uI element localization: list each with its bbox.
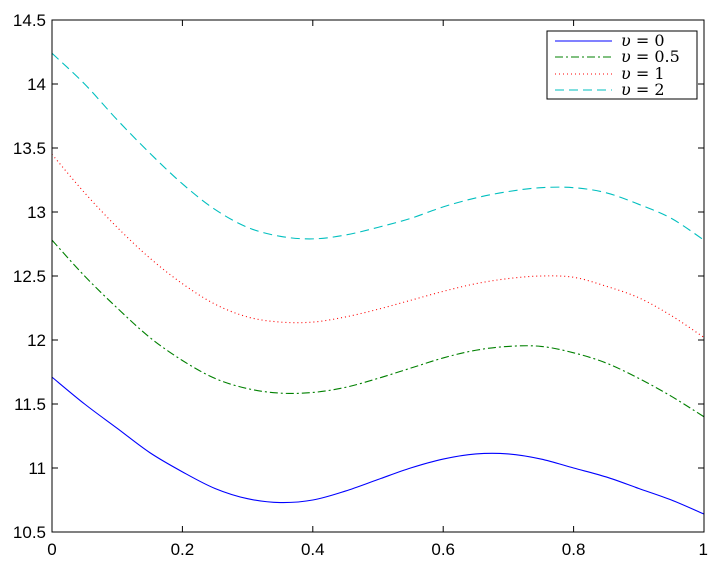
tick-layer: 0 0.2 0.4 0.6 0.8 110.51111.51212.51313.51414…: [13, 11, 708, 559]
y-tick-label: 14: [27, 75, 46, 94]
y-tick-label: 10.5: [13, 523, 46, 542]
legend-var-v05: υ: [621, 47, 631, 66]
y-tick-label: 13.5: [13, 139, 46, 158]
x-tick-label: 0: [47, 540, 56, 559]
legend-var-v1: υ: [621, 64, 631, 83]
y-tick-label: 11.5: [14, 395, 46, 414]
plot-area: [52, 20, 704, 532]
series-line-0: [51, 376, 705, 515]
x-tick-label: 1: [699, 540, 708, 559]
legend-label-v2: υ = 2: [621, 80, 665, 99]
legend-label-v1: υ = 1: [621, 64, 665, 83]
legend-box: [546, 30, 698, 100]
x-tick-label: 0.4: [301, 540, 325, 559]
x-tick-label: 0.6: [431, 540, 455, 559]
legend-val-v05: 0.5: [654, 47, 679, 66]
legend-val-v0: 0: [654, 31, 664, 50]
y-tick-label: 11: [28, 459, 46, 478]
y-tick-label: 12: [27, 331, 46, 350]
legend-val-v1: 1: [654, 64, 664, 83]
legend-eq-v0: =: [636, 31, 655, 50]
legend-eq-v1: =: [636, 64, 655, 83]
y-tick-label: 14.5: [13, 11, 46, 30]
legend-label-v05: υ = 0.5: [621, 47, 680, 66]
legend-var-v2: υ: [621, 80, 631, 99]
legend: υ = 0 υ = 0.5 υ = 1 υ = 2: [546, 30, 698, 100]
series-line-1: [51, 239, 705, 418]
legend-eq-v05: =: [636, 47, 655, 66]
x-tick-label: 0.2: [171, 540, 195, 559]
legend-var-v0: υ: [621, 31, 631, 50]
series-line-3: [51, 52, 705, 241]
axes-box: [51, 19, 705, 533]
y-tick-label: 13: [27, 203, 46, 222]
x-tick-label: 0.8: [562, 540, 586, 559]
legend-eq-v2: =: [636, 80, 655, 99]
legend-val-v2: 2: [654, 80, 664, 99]
legend-label-v0: υ = 0: [621, 31, 665, 50]
y-tick-label: 12.5: [13, 267, 46, 286]
series-layer: [51, 52, 705, 515]
